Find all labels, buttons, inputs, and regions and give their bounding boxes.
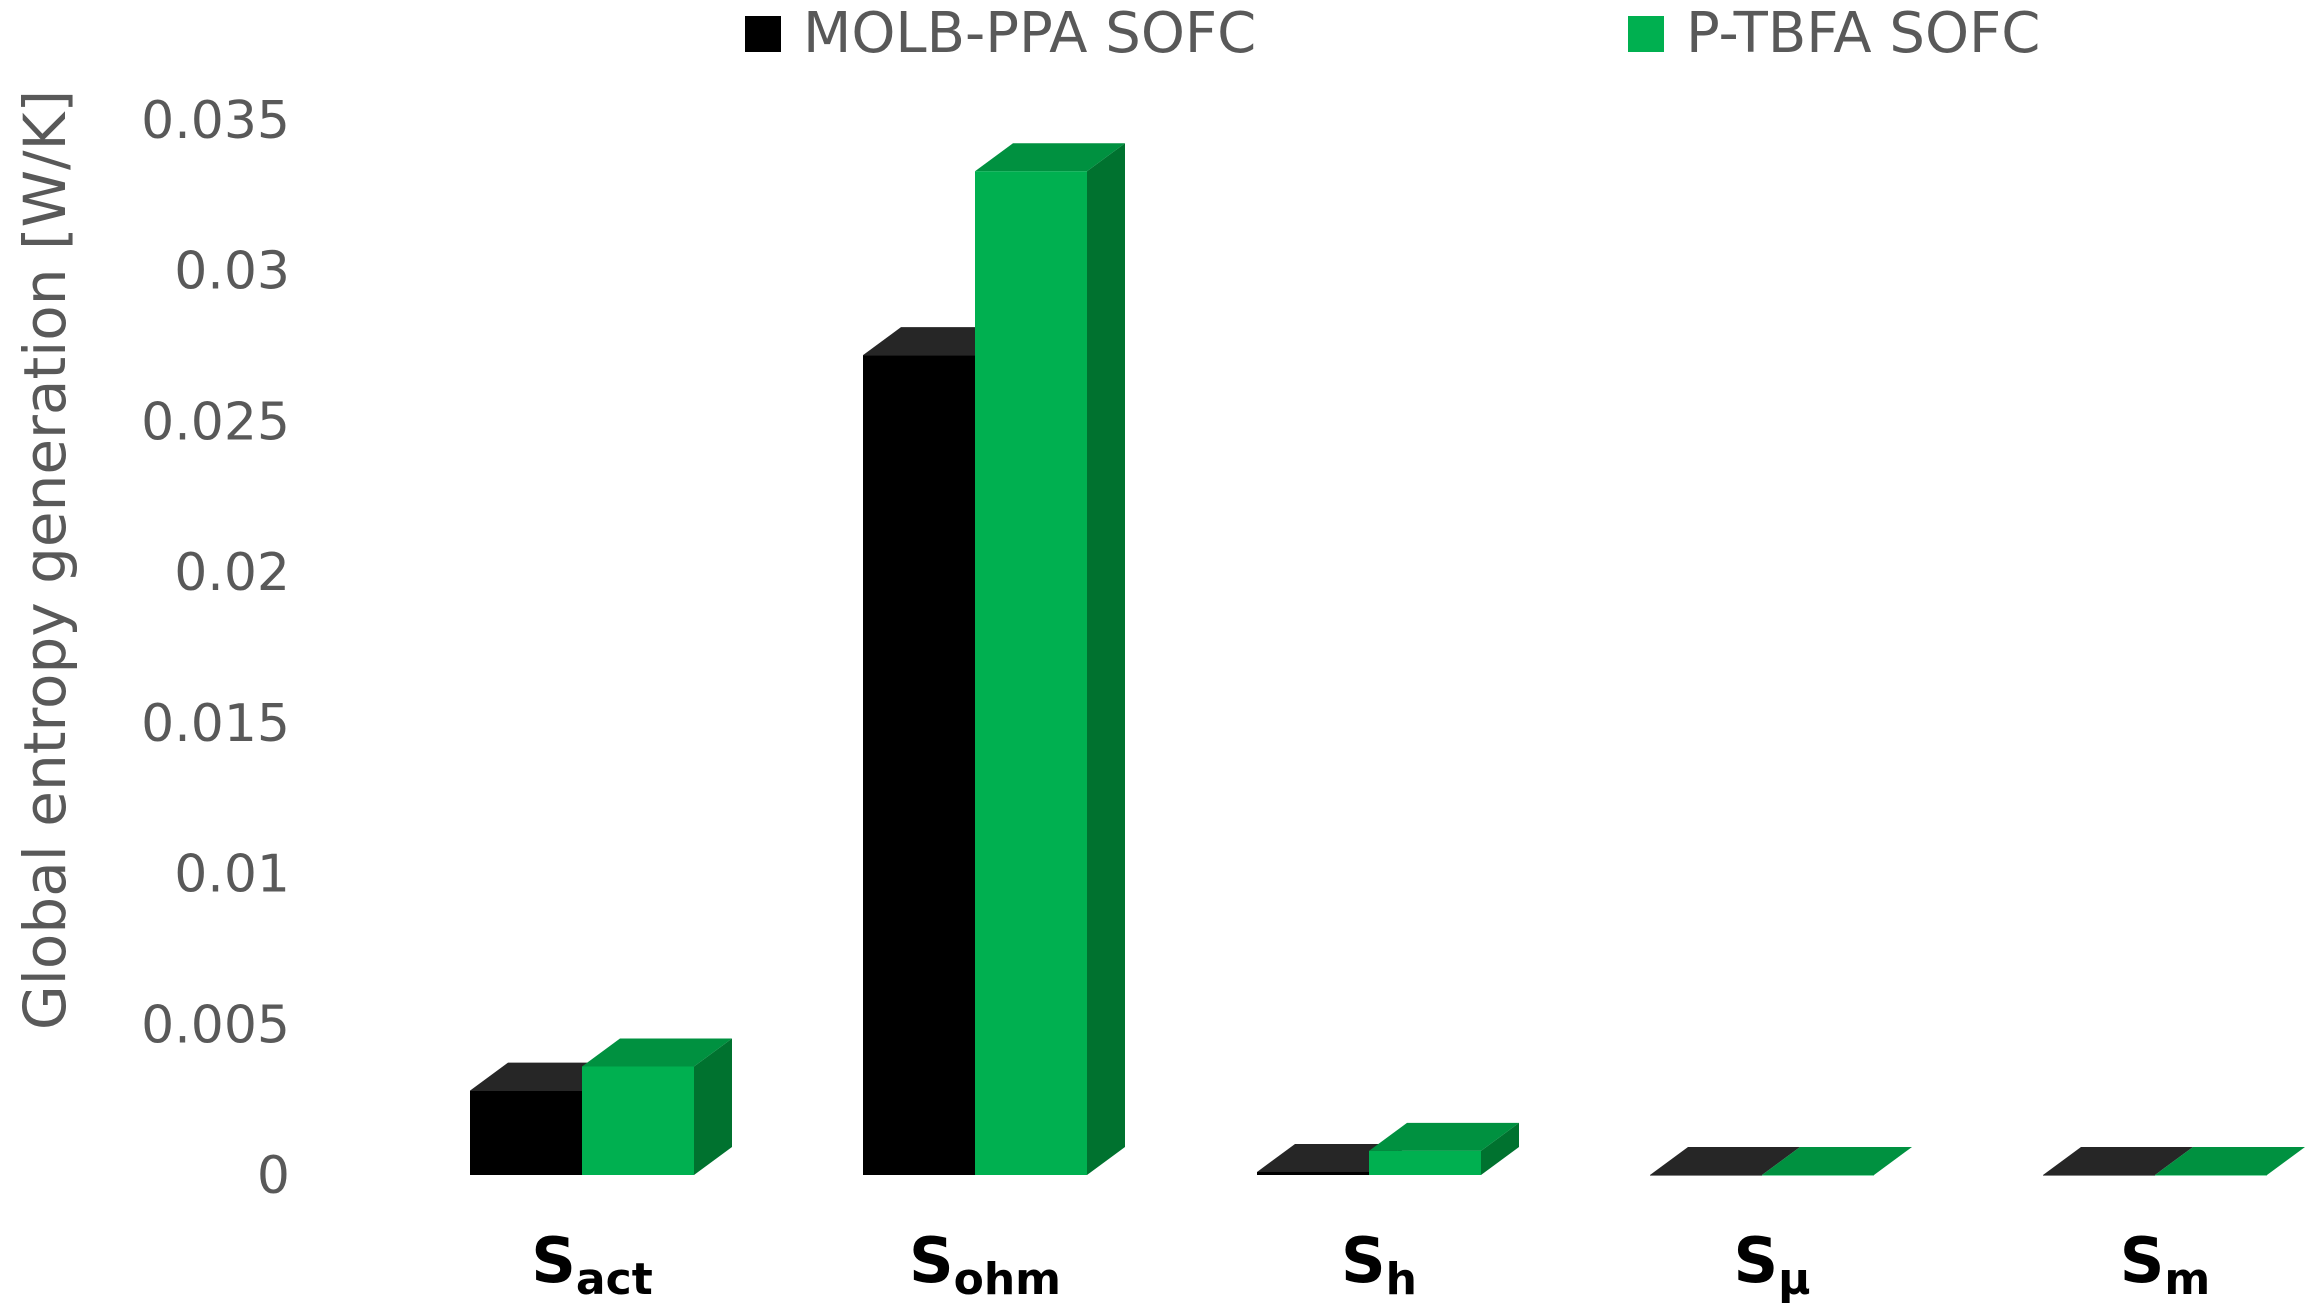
x-category-label: Sm	[2120, 1224, 2211, 1305]
bar	[1369, 1122, 1519, 1175]
legend-label: P-TBFA SOFC	[1686, 1, 2040, 66]
bar-top	[975, 143, 1125, 172]
y-tick-label: 0.035	[141, 91, 290, 151]
bar	[582, 1038, 732, 1175]
bar-front	[1762, 1175, 1874, 1176]
bar	[1650, 1147, 1800, 1176]
y-tick-label: 0	[257, 1146, 290, 1206]
bar-top	[1762, 1147, 1912, 1175]
bar-top	[2043, 1147, 2193, 1175]
bar	[975, 143, 1125, 1175]
bar-front	[975, 171, 1087, 1175]
bar-top	[1650, 1147, 1800, 1175]
y-tick-label: 0.005	[141, 995, 290, 1055]
bar	[1762, 1147, 1912, 1176]
y-tick-label: 0.01	[174, 845, 290, 905]
y-tick-label: 0.015	[141, 694, 290, 754]
bar-side	[1481, 1122, 1519, 1175]
bar	[2155, 1147, 2305, 1176]
y-tick-label: 0.025	[141, 392, 290, 452]
bar-front	[1650, 1175, 1762, 1176]
x-category-label: Sact	[531, 1224, 652, 1305]
x-category-label: Sμ	[1733, 1224, 1810, 1305]
y-tick-label: 0.02	[174, 543, 290, 603]
x-axis-categories: Sact Sohm Sh Sμ Sm	[531, 1224, 2210, 1305]
bar-front	[863, 355, 975, 1176]
legend-swatch	[1628, 16, 1664, 52]
bar-top	[1369, 1122, 1519, 1151]
bar-front	[470, 1090, 582, 1175]
bar-front	[2043, 1175, 2155, 1176]
legend: MOLB-PPA SOFC P-TBFA SOFC	[745, 1, 2040, 66]
bar-side	[1087, 143, 1125, 1175]
bar-top	[582, 1038, 732, 1067]
bar-front	[1257, 1171, 1369, 1175]
bar-front	[582, 1066, 694, 1175]
legend-swatch	[745, 16, 781, 52]
legend-label: MOLB-PPA SOFC	[803, 1, 1256, 66]
y-axis-label: Global entropy generation [W/K]	[11, 90, 79, 1030]
y-axis-ticks: 0 0.005 0.01 0.015 0.02 0.025 0.03 0.035	[141, 91, 290, 1206]
y-tick-label: 0.03	[174, 242, 290, 302]
bar-front	[2155, 1175, 2267, 1176]
x-category-label: Sh	[1341, 1224, 1417, 1305]
x-category-label: Sohm	[909, 1224, 1061, 1305]
bars	[470, 143, 2305, 1176]
bar-top	[2155, 1147, 2305, 1175]
bar	[2043, 1147, 2193, 1176]
bar-front	[1369, 1150, 1481, 1175]
bar-side	[694, 1038, 732, 1175]
